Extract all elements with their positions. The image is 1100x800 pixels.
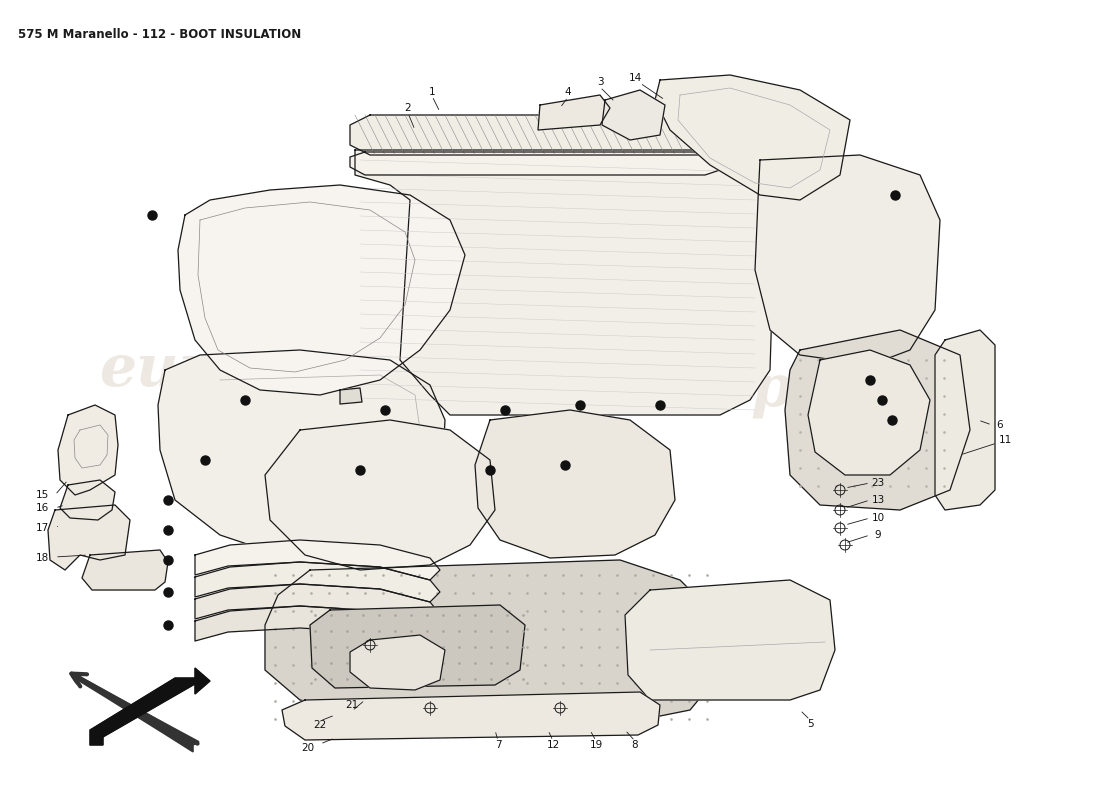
Text: 17: 17 [35,523,48,533]
Text: 15: 15 [35,490,48,500]
Polygon shape [538,95,610,130]
Polygon shape [310,605,525,688]
Polygon shape [265,420,495,570]
Text: 10: 10 [871,513,884,523]
Text: 2: 2 [405,103,411,113]
Text: 22: 22 [314,720,327,730]
Text: 8: 8 [631,740,638,750]
Text: 3: 3 [596,77,603,87]
Polygon shape [82,550,168,590]
Text: 23: 23 [871,478,884,488]
Polygon shape [654,75,850,200]
Polygon shape [350,635,446,690]
Polygon shape [350,152,720,175]
Polygon shape [58,405,118,495]
Polygon shape [350,115,720,155]
Text: 11: 11 [999,435,1012,445]
Text: 9: 9 [874,530,881,540]
Text: 16: 16 [35,503,48,513]
Text: 1: 1 [429,87,436,97]
Polygon shape [755,155,940,365]
Polygon shape [475,410,675,558]
Text: 18: 18 [35,553,48,563]
Polygon shape [785,330,970,510]
Text: 6: 6 [997,420,1003,430]
Text: 21: 21 [345,700,359,710]
Polygon shape [90,668,210,745]
Polygon shape [195,606,440,646]
Text: 4: 4 [564,87,571,97]
Polygon shape [808,350,930,475]
Polygon shape [195,540,440,580]
Text: 575 M Maranello - 112 - BOOT INSULATION: 575 M Maranello - 112 - BOOT INSULATION [18,28,301,41]
Polygon shape [48,505,130,570]
Text: 20: 20 [301,743,315,753]
Polygon shape [158,350,446,555]
Text: eurospares: eurospares [569,362,931,418]
Polygon shape [340,388,362,404]
Polygon shape [935,330,996,510]
Polygon shape [625,580,835,700]
Polygon shape [60,480,116,520]
Text: 13: 13 [871,495,884,505]
Text: eurospares: eurospares [99,342,461,398]
Polygon shape [265,560,720,720]
Text: 14: 14 [628,73,641,83]
Polygon shape [195,562,440,602]
Text: 7: 7 [495,740,502,750]
Text: 12: 12 [547,740,560,750]
Polygon shape [602,90,666,140]
Text: 5: 5 [806,719,813,729]
Polygon shape [282,692,660,740]
Polygon shape [195,584,440,624]
Polygon shape [178,185,465,395]
Polygon shape [355,150,776,415]
Text: 19: 19 [590,740,603,750]
